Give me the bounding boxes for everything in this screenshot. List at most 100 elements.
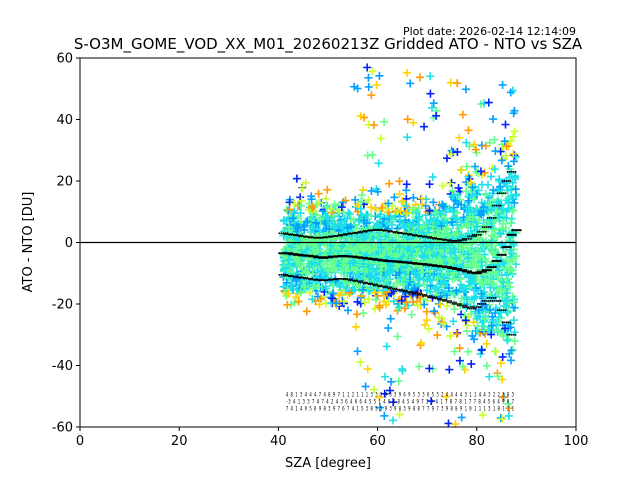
scatter-point [490,135,499,144]
scatter-point [503,308,512,317]
scatter-point [472,263,481,272]
scatter-point [484,217,493,226]
scatter-point [488,224,497,233]
scatter-point [456,255,465,264]
scatter-point [422,286,431,295]
scatter-point [378,204,387,213]
scatter-point [421,201,430,210]
scatter-point [343,306,352,315]
scatter-point [425,180,434,189]
plot-date: Plot date: 2026-02-14 12:14:09 [403,25,576,38]
scatter-point [510,151,519,160]
scatter-point [447,178,456,187]
scatter-point [497,225,506,234]
scatter-point [445,179,454,188]
scatter-point [501,120,510,129]
scatter-point [419,275,428,284]
scatter-point [462,162,471,171]
scatter-point [480,168,489,177]
scatter-point [345,210,354,219]
scatter-point [382,205,391,214]
scatter-point [290,206,299,215]
scatter-point [487,292,496,301]
scatter-point [498,352,507,361]
scatter-point [315,198,324,207]
scatter-point [498,205,507,214]
scatter-point [465,249,474,258]
scatter-point [296,193,305,202]
scatter-point [422,307,431,316]
scatter-point [503,186,512,195]
scatter-point [474,186,483,195]
scatter-point [471,162,480,171]
scatter-point [314,189,323,198]
scatter-point [429,198,438,207]
scatter-point [352,224,361,233]
scatter-point [393,224,402,233]
scatter-point [316,294,325,303]
scatter-point [302,307,311,316]
scatter-point [433,250,442,259]
scatter-point [470,335,479,344]
scatter-point [315,300,324,309]
scatter-point [455,344,464,353]
scatter-point [292,174,301,183]
scatter-point [371,204,380,213]
scatter-point [457,310,466,319]
scatter-point [443,224,452,233]
scatter-point [401,292,410,301]
scatter-point [481,190,490,199]
scatter-point [339,208,348,217]
scatter-point [456,165,465,174]
scatter-point [509,316,518,325]
scatter-point [507,356,516,365]
scatter-point [469,318,478,327]
scatter-point [472,292,481,301]
scatter-point [375,213,384,222]
scatter-point [504,162,513,171]
scatter-point [498,219,507,228]
scatter-point [476,349,485,358]
scatter-point [407,310,416,319]
scatter-layer [279,63,521,429]
scatter-point [285,198,294,207]
scatter-point [454,183,463,192]
scatter-point [490,165,499,174]
scatter-point [364,195,373,204]
scatter-point [495,265,504,274]
scatter-point [482,339,491,348]
plot-area: 4 8 1 3 4 4 4 7 4 8 9 7 1 1 2 1 1 1 3 3 … [79,57,577,429]
chart-title: S-O3M_GOME_VOD_XX_M01_20260213Z Gridded … [74,35,583,54]
scatter-point [486,305,495,314]
scatter-point [282,278,291,287]
scatter-point [352,310,361,319]
scatter-point [457,294,466,303]
scatter-point [359,309,368,318]
scatter-point [476,167,485,176]
scatter-point [366,203,375,212]
scatter-point [510,106,519,115]
scatter-point [351,195,360,204]
scatter-point [440,202,449,211]
scatter-point [402,201,411,210]
scatter-point [448,186,457,195]
scatter-point [290,298,299,307]
scatter-point [385,179,394,188]
scatter-point [389,297,398,306]
scatter-point [494,313,503,322]
scatter-point [485,192,494,201]
scatter-point [367,211,376,220]
scatter-point [326,293,335,302]
scatter-point [322,194,331,203]
scatter-point [499,292,508,301]
scatter-point [359,186,368,195]
scatter-point [480,221,489,230]
scatter-point [443,154,452,163]
scatter-point [493,274,502,283]
scatter-point [470,293,479,302]
scatter-point [409,268,418,277]
scatter-point [436,300,445,309]
scatter-point [395,177,404,186]
scatter-point [443,302,452,311]
